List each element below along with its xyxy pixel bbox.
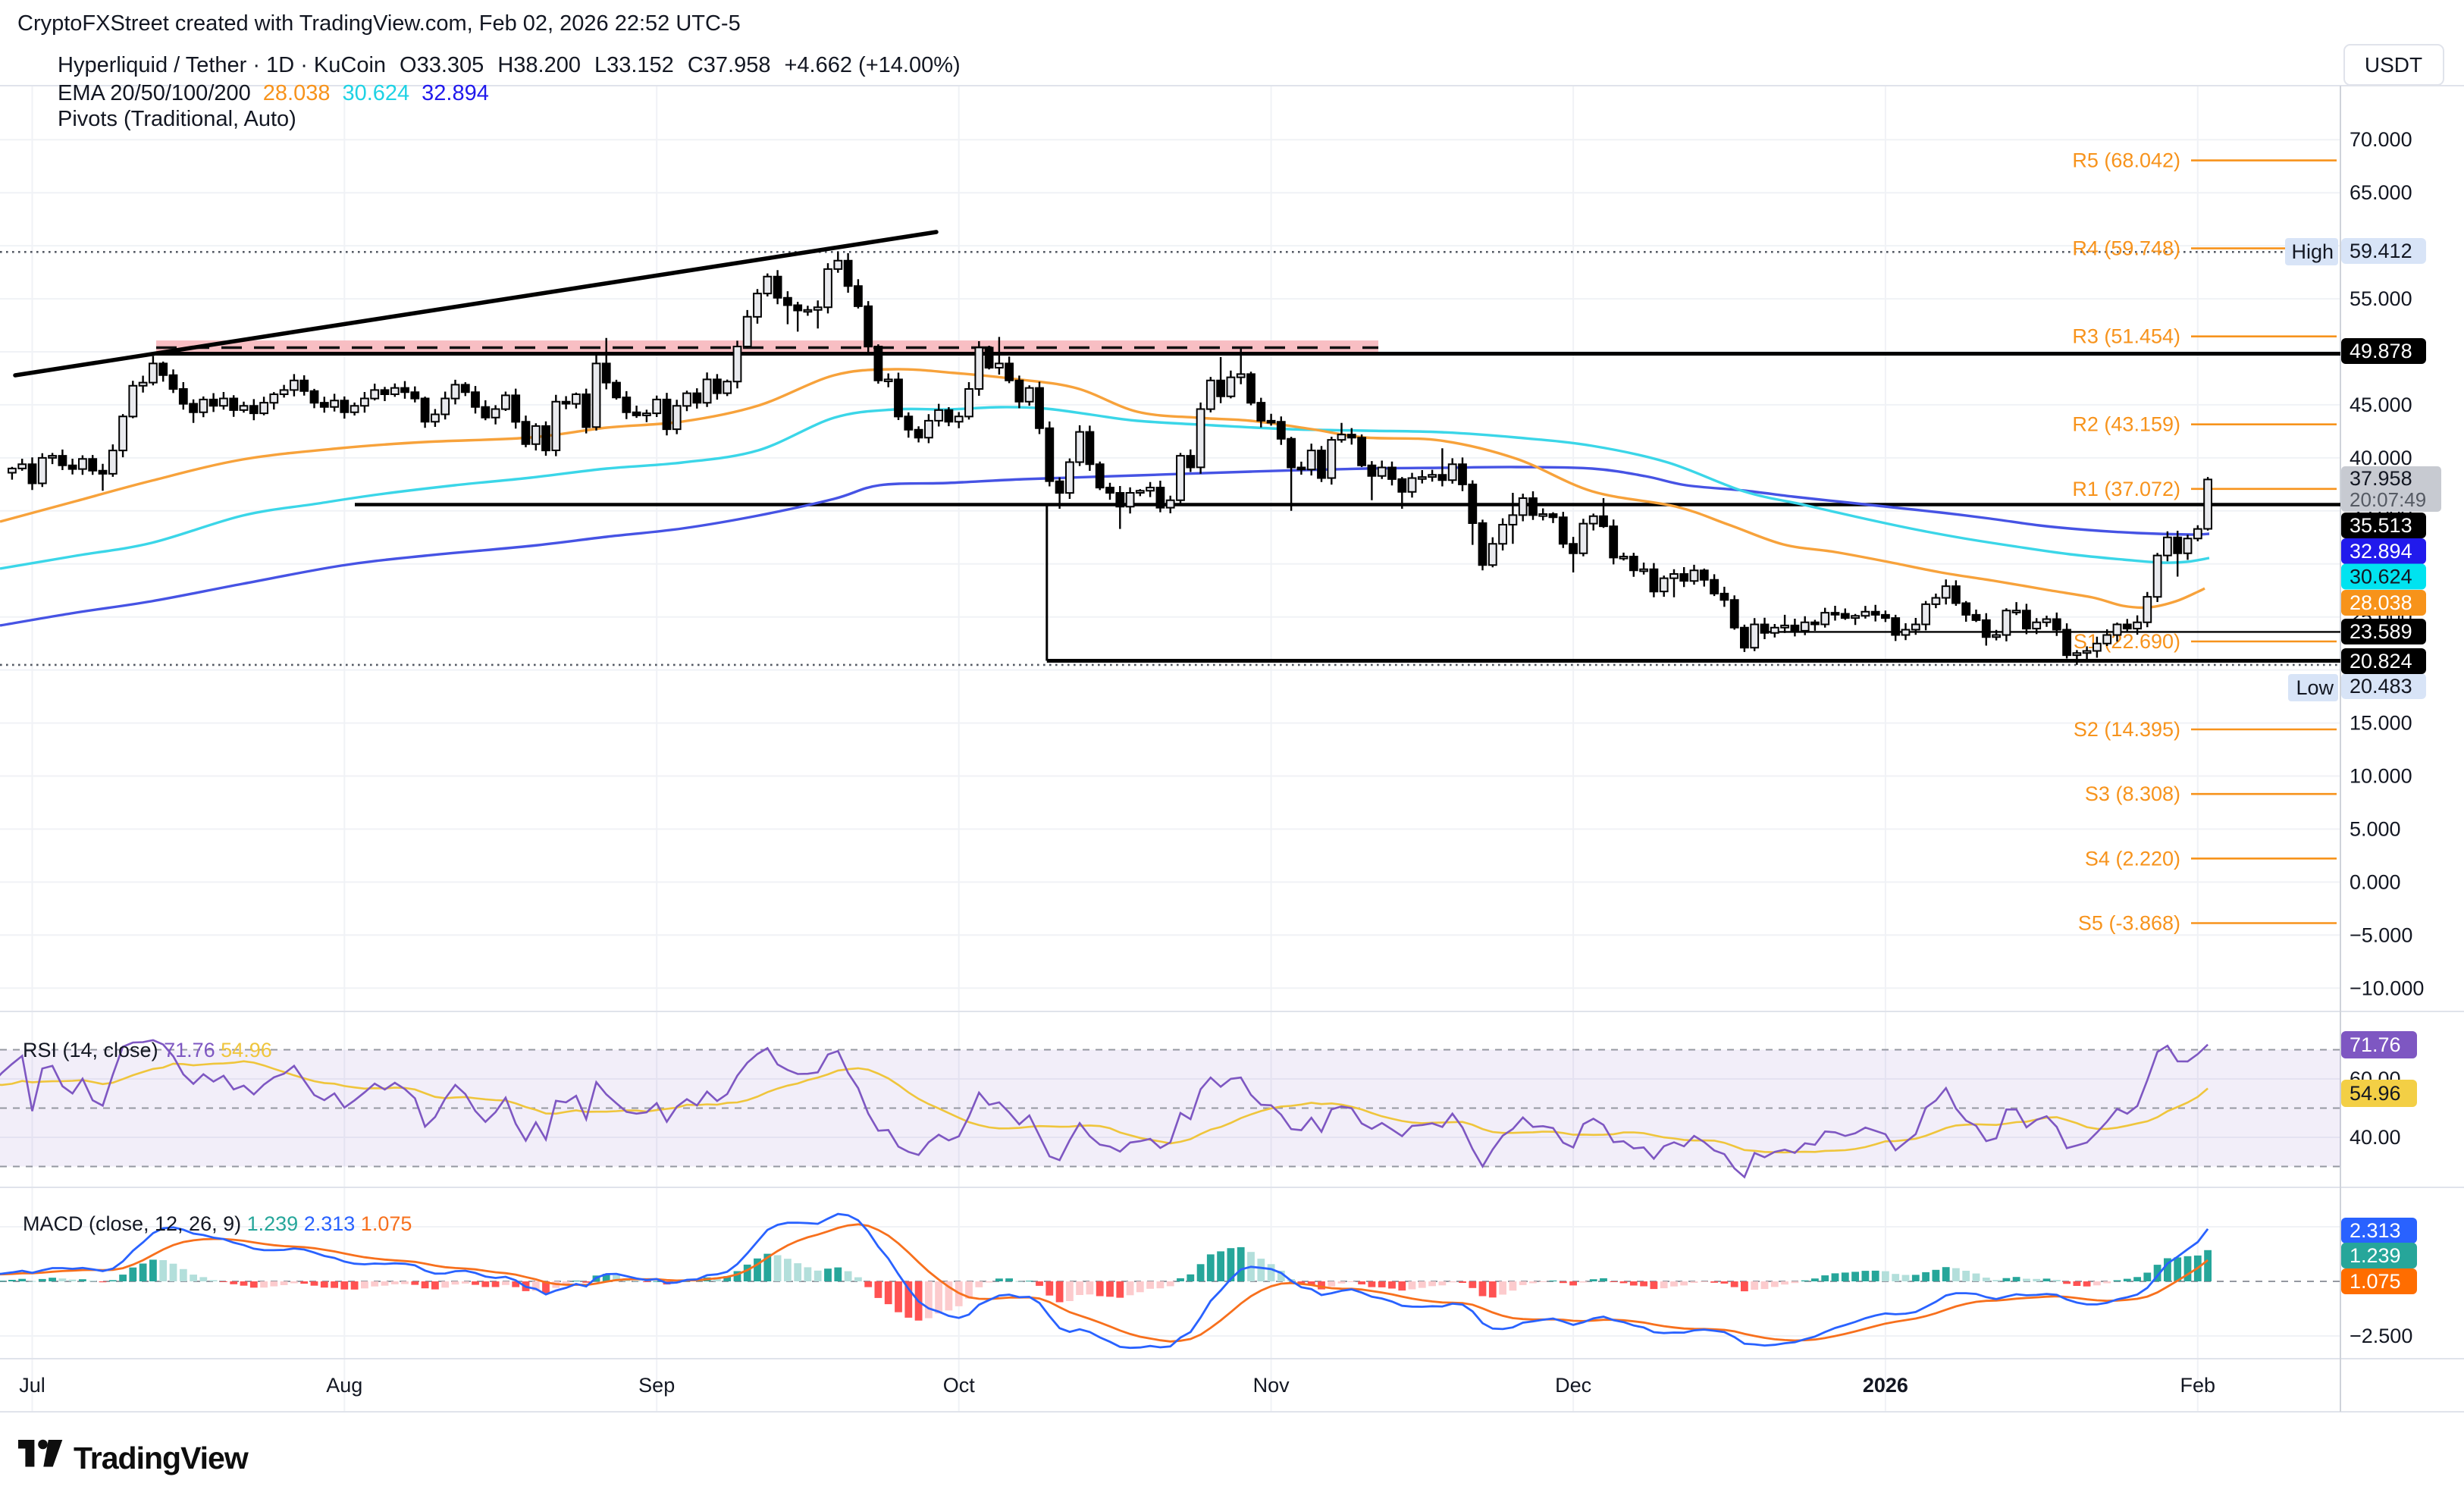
svg-text:RSI (14, close) 71.76 54.96: RSI (14, close) 71.76 54.96 bbox=[23, 1039, 272, 1061]
svg-text:Nov: Nov bbox=[1253, 1374, 1290, 1397]
svg-text:20.483: 20.483 bbox=[2350, 675, 2412, 698]
svg-text:35.513: 35.513 bbox=[2350, 514, 2412, 537]
svg-text:MACD (close, 12, 26, 9) 1.239: MACD (close, 12, 26, 9) 1.239 2.313 1.07… bbox=[23, 1212, 412, 1235]
svg-text:0.000: 0.000 bbox=[2350, 870, 2401, 893]
svg-text:2026: 2026 bbox=[1863, 1374, 1908, 1397]
svg-text:Feb: Feb bbox=[2180, 1374, 2216, 1397]
svg-text:Hyperliquid / Tether · 1D · Ku: Hyperliquid / Tether · 1D · KuCoin O33.30… bbox=[58, 53, 961, 77]
svg-text:45.000: 45.000 bbox=[2350, 394, 2412, 416]
svg-text:−2.500: −2.500 bbox=[2350, 1325, 2412, 1347]
svg-text:R4 (59.748): R4 (59.748) bbox=[2072, 237, 2180, 260]
svg-text:R5 (68.042): R5 (68.042) bbox=[2072, 149, 2180, 172]
svg-text:23.589: 23.589 bbox=[2350, 620, 2412, 643]
svg-text:1.075: 1.075 bbox=[2350, 1270, 2401, 1293]
svg-text:59.412: 59.412 bbox=[2350, 240, 2412, 262]
svg-text:70.000: 70.000 bbox=[2350, 128, 2412, 151]
svg-text:R3 (51.454): R3 (51.454) bbox=[2072, 325, 2180, 348]
svg-text:20.824: 20.824 bbox=[2350, 650, 2412, 673]
svg-text:1.239: 1.239 bbox=[2350, 1244, 2401, 1267]
svg-text:R1 (37.072): R1 (37.072) bbox=[2072, 478, 2180, 500]
svg-text:S3 (8.308): S3 (8.308) bbox=[2085, 782, 2180, 805]
svg-text:15.000: 15.000 bbox=[2350, 712, 2412, 735]
svg-text:S2 (14.395): S2 (14.395) bbox=[2074, 718, 2180, 741]
svg-text:37.958: 37.958 bbox=[2350, 467, 2412, 490]
svg-text:20:07:49: 20:07:49 bbox=[2350, 488, 2426, 511]
svg-text:32.894: 32.894 bbox=[2350, 540, 2412, 563]
svg-text:S1 (22.690): S1 (22.690) bbox=[2074, 630, 2180, 653]
svg-text:Oct: Oct bbox=[943, 1374, 976, 1397]
svg-text:10.000: 10.000 bbox=[2350, 765, 2412, 788]
svg-text:55.000: 55.000 bbox=[2350, 287, 2412, 310]
svg-text:54.96: 54.96 bbox=[2350, 1082, 2401, 1105]
svg-text:Dec: Dec bbox=[1555, 1374, 1591, 1397]
svg-text:S4 (2.220): S4 (2.220) bbox=[2085, 847, 2180, 870]
svg-text:Aug: Aug bbox=[326, 1374, 362, 1397]
svg-text:28.038: 28.038 bbox=[2350, 591, 2412, 614]
svg-text:5.000: 5.000 bbox=[2350, 818, 2401, 841]
svg-text:65.000: 65.000 bbox=[2350, 181, 2412, 204]
svg-text:Sep: Sep bbox=[638, 1374, 675, 1397]
svg-text:TradingView: TradingView bbox=[74, 1441, 249, 1475]
svg-text:−10.000: −10.000 bbox=[2350, 977, 2424, 999]
svg-text:Low: Low bbox=[2296, 676, 2334, 699]
svg-text:−5.000: −5.000 bbox=[2350, 923, 2412, 946]
svg-text:S5 (-3.868): S5 (-3.868) bbox=[2078, 912, 2180, 935]
svg-text:R2 (43.159): R2 (43.159) bbox=[2072, 413, 2180, 436]
svg-text:40.00: 40.00 bbox=[2350, 1126, 2401, 1149]
svg-text:Jul: Jul bbox=[19, 1374, 45, 1397]
svg-text:CryptoFXStreet created with Tr: CryptoFXStreet created with TradingView.… bbox=[17, 11, 741, 36]
svg-text:71.76: 71.76 bbox=[2350, 1033, 2401, 1056]
svg-text:49.878: 49.878 bbox=[2350, 340, 2412, 362]
svg-text:30.624: 30.624 bbox=[2350, 566, 2412, 588]
svg-text:40.000: 40.000 bbox=[2350, 447, 2412, 469]
svg-text:USDT: USDT bbox=[2365, 53, 2422, 77]
svg-text:Pivots (Traditional, Auto): Pivots (Traditional, Auto) bbox=[58, 107, 296, 131]
svg-text:High: High bbox=[2291, 240, 2334, 263]
svg-text:2.313: 2.313 bbox=[2350, 1219, 2401, 1242]
